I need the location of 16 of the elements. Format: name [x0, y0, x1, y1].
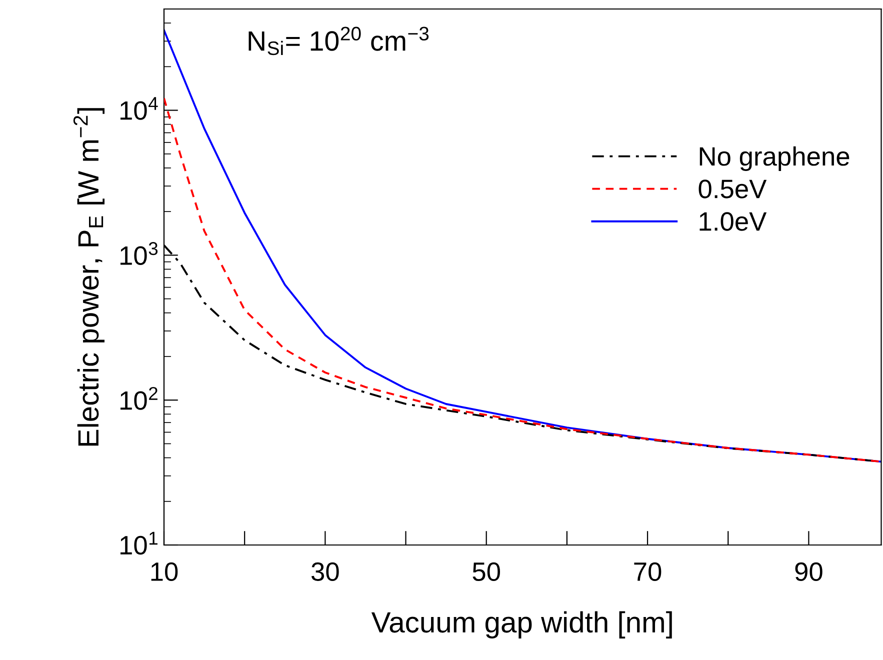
legend-label: 0.5eV: [698, 180, 767, 198]
x-tick-label: 90: [795, 562, 822, 582]
legend-label: 1.0eV: [700, 212, 767, 231]
y-tick-label: 10$^{3}$: [120, 242, 158, 265]
annotation: N$_{Si}$= 10$^{20}$ cm$^{−3}$: [248, 26, 429, 56]
x-tick-label: 70: [634, 562, 662, 582]
y-tick-label: 10$^{1}$: [120, 532, 158, 555]
x-tick-label: 50: [472, 562, 500, 582]
x-tick-label: 10: [151, 562, 178, 582]
y-tick-label: 10$^{2}$: [120, 386, 158, 410]
y-tick-label: 10$^{4}$: [120, 97, 158, 120]
x-axis-title: Vacuum gap width [nm]: [371, 611, 672, 638]
legend-label: No graphene: [700, 146, 850, 172]
x-tick-label: 30: [312, 562, 339, 582]
line-series: [164, 97, 882, 463]
y-axis-title: Electric power, P$_{E}$ [W m$^{−2}$]: [73, 108, 104, 446]
